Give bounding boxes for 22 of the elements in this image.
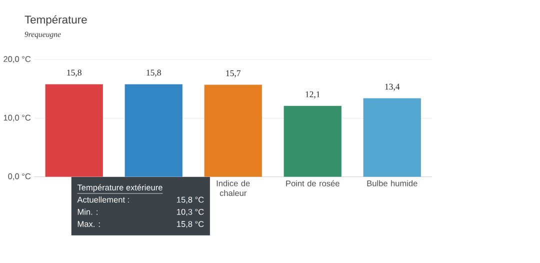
bar — [363, 98, 421, 177]
text: 15,8 °C — [177, 221, 204, 228]
data-label: 12,1 — [306, 92, 320, 99]
chart-title: Température — [24, 15, 87, 26]
text: 10,3 °C — [177, 209, 204, 216]
y-tick-label: 20,0 °C — [4, 56, 31, 64]
text: Max. : — [78, 221, 100, 228]
data-label: 15,8 — [67, 70, 82, 77]
y-tick-label: 0,0 °C — [8, 174, 31, 180]
x-tick-label: Indice de chaleur — [216, 180, 250, 196]
bar — [284, 106, 342, 177]
bar — [204, 84, 262, 177]
text: 15,8 °C — [177, 196, 204, 204]
x-tick-label: Point de rosée — [286, 180, 340, 187]
data-label: 15,7 — [226, 70, 241, 78]
y-tick-label: 10,0 °C — [4, 114, 31, 122]
data-label: 15,8 — [146, 70, 161, 77]
text: Température extérieure — [77, 184, 162, 192]
text: Actuellement : — [77, 196, 129, 203]
text: Min. : — [78, 208, 98, 215]
x-tick-label: Bulbe humide — [367, 180, 418, 186]
data-label: 13,4 — [385, 84, 400, 92]
